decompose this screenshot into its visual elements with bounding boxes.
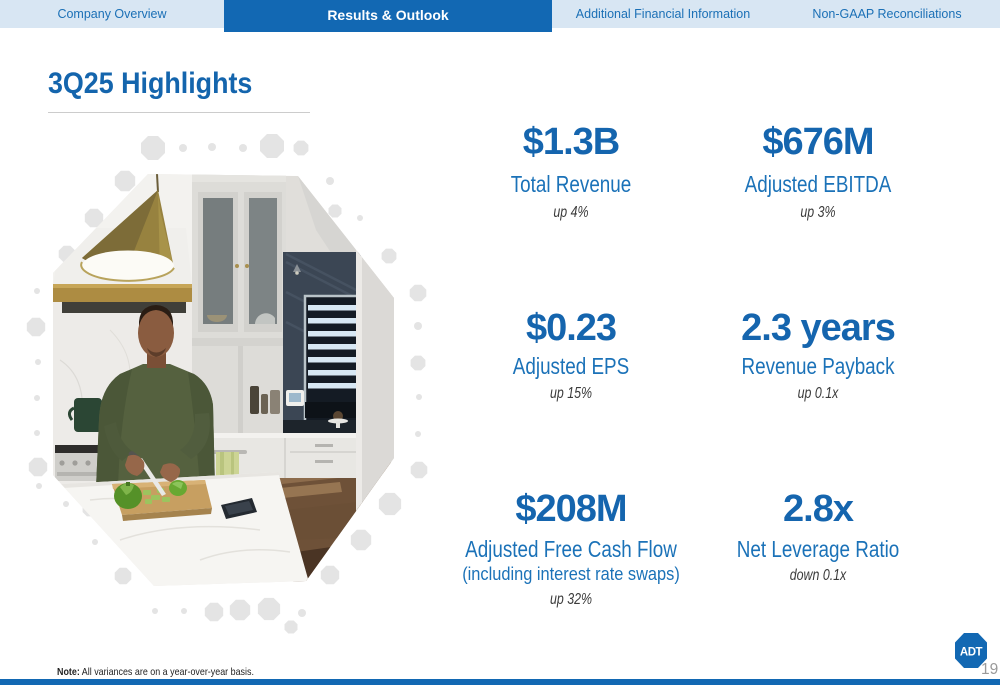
svg-text:ADT: ADT <box>960 647 983 659</box>
